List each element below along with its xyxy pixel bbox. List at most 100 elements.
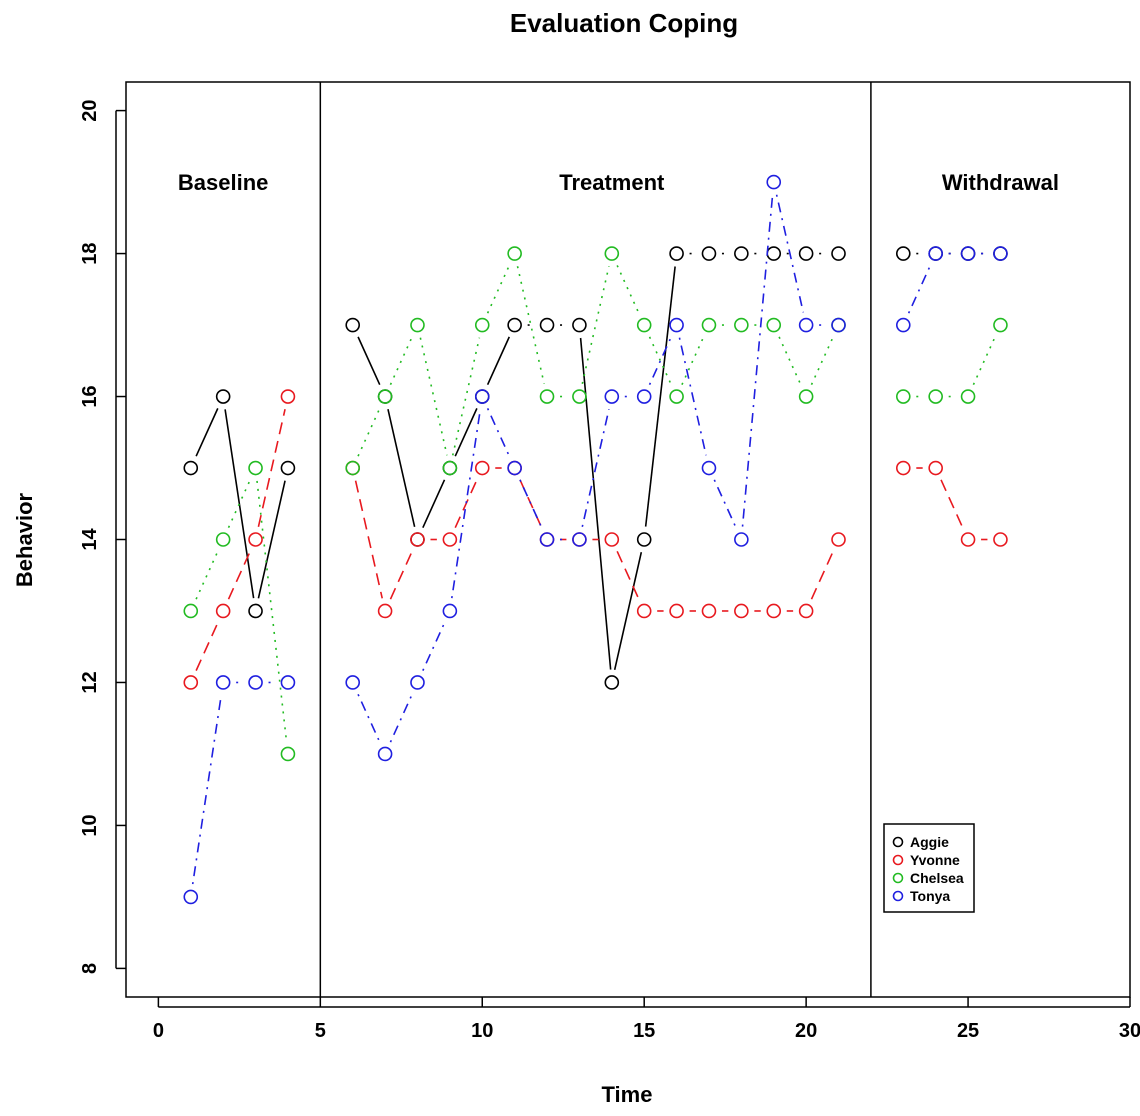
chelsea-line-segment	[616, 265, 640, 314]
chelsea-line-segment	[419, 337, 448, 456]
yvonne-point	[766, 603, 782, 619]
yvonne-point	[248, 532, 263, 547]
y-tick-label: 10	[79, 814, 101, 836]
aggie-point	[572, 317, 587, 333]
tonya-point	[442, 603, 458, 619]
phase-label-treatment: Treatment	[559, 170, 665, 195]
tonya-point	[766, 174, 782, 190]
yvonne-line-segment	[195, 622, 219, 671]
chelsea-line-segment	[486, 265, 511, 314]
chelsea-point	[798, 389, 814, 404]
legend-label-tonya: Tonya	[910, 888, 950, 904]
yvonne-line-segment	[389, 551, 413, 600]
chelsea-point	[604, 246, 620, 261]
tonya-point	[701, 460, 717, 476]
chelsea-point	[960, 389, 976, 404]
chelsea-point	[442, 460, 458, 476]
series-layer	[183, 174, 1008, 905]
x-tick-label: 20	[795, 1020, 817, 1042]
chelsea-line-segment	[972, 336, 996, 386]
yvonne-point	[895, 460, 911, 476]
tonya-point	[993, 246, 1008, 261]
yvonne-point	[993, 532, 1008, 547]
legend: Aggie Yvonne Chelsea Tonya	[883, 823, 975, 913]
tonya-line-segment	[907, 265, 932, 314]
chelsea-point	[701, 317, 717, 333]
tonya-line-segment	[581, 409, 610, 527]
yvonne-point	[636, 603, 652, 619]
chelsea-point	[377, 389, 393, 404]
yvonne-line-segment	[257, 409, 286, 527]
tonya-point	[474, 389, 490, 404]
tonya-line-segment	[713, 479, 737, 528]
yvonne-point	[960, 532, 976, 547]
tonya-point	[539, 532, 555, 547]
tonya-point	[280, 675, 296, 690]
yvonne-line-segment	[940, 479, 964, 528]
chelsea-point	[345, 460, 361, 476]
tonya-line-segment	[389, 693, 413, 743]
aggie-line-segment	[224, 409, 255, 599]
series-tonya	[183, 174, 1008, 905]
chelsea-point	[636, 317, 652, 333]
yvonne-point	[798, 603, 814, 619]
yvonne-point	[928, 460, 943, 476]
x-tick-label: 25	[957, 1020, 979, 1042]
aggie-line-segment	[357, 336, 381, 386]
legend-marker-chelsea	[892, 872, 904, 884]
yvonne-line-segment	[354, 480, 384, 599]
y-tick-label: 8	[79, 963, 101, 974]
legend-marker-yvonne	[892, 854, 904, 866]
aggie-line-segment	[454, 408, 478, 457]
tonya-point	[183, 889, 199, 905]
yvonne-point	[442, 532, 458, 547]
aggie-line-segment	[613, 552, 643, 670]
chelsea-line-segment	[648, 336, 672, 386]
chart-title: Evaluation Coping	[510, 8, 738, 38]
tonya-line-segment	[486, 408, 511, 457]
phase-label-baseline: Baseline	[178, 170, 269, 195]
aggie-point	[831, 246, 846, 261]
chelsea-point	[183, 603, 199, 619]
legend-marker-tonya	[892, 890, 904, 902]
aggie-point	[539, 317, 555, 333]
tonya-point	[960, 246, 976, 261]
x-axis-label: Time	[602, 1082, 653, 1107]
yvonne-point	[215, 603, 231, 619]
aggie-point	[280, 460, 296, 476]
series-chelsea	[183, 246, 1008, 762]
legend-label-yvonne: Yvonne	[910, 852, 960, 868]
aggie-point	[701, 246, 717, 261]
tonya-point	[410, 675, 425, 690]
tonya-line-segment	[678, 337, 707, 456]
tonya-point	[636, 389, 652, 404]
x-tick-label: 15	[633, 1020, 655, 1042]
aggie-point	[183, 460, 199, 476]
tonya-point	[377, 746, 393, 762]
aggie-point	[215, 389, 231, 404]
yvonne-point	[474, 460, 490, 476]
tonya-line-segment	[357, 693, 381, 743]
yvonne-point	[734, 603, 749, 619]
yvonne-point	[377, 603, 393, 619]
tonya-point	[798, 317, 814, 333]
tonya-point	[507, 460, 522, 476]
yvonne-line-segment	[519, 479, 543, 528]
aggie-point	[345, 317, 361, 333]
series-yvonne	[183, 389, 1008, 690]
legend-label-aggie: Aggie	[910, 834, 949, 850]
tonya-line-segment	[451, 409, 482, 599]
tonya-point	[734, 532, 749, 547]
aggie-line-segment	[486, 336, 511, 386]
x-tick-label: 5	[315, 1020, 326, 1042]
yvonne-point	[831, 532, 846, 547]
aggie-point	[766, 246, 782, 261]
legend-box	[883, 823, 975, 913]
tonya-point	[831, 317, 846, 333]
chelsea-line-segment	[227, 479, 251, 528]
tonya-line-segment	[775, 194, 805, 313]
chelsea-point	[734, 317, 749, 333]
tonya-point	[669, 317, 684, 333]
tonya-line-segment	[741, 194, 774, 527]
